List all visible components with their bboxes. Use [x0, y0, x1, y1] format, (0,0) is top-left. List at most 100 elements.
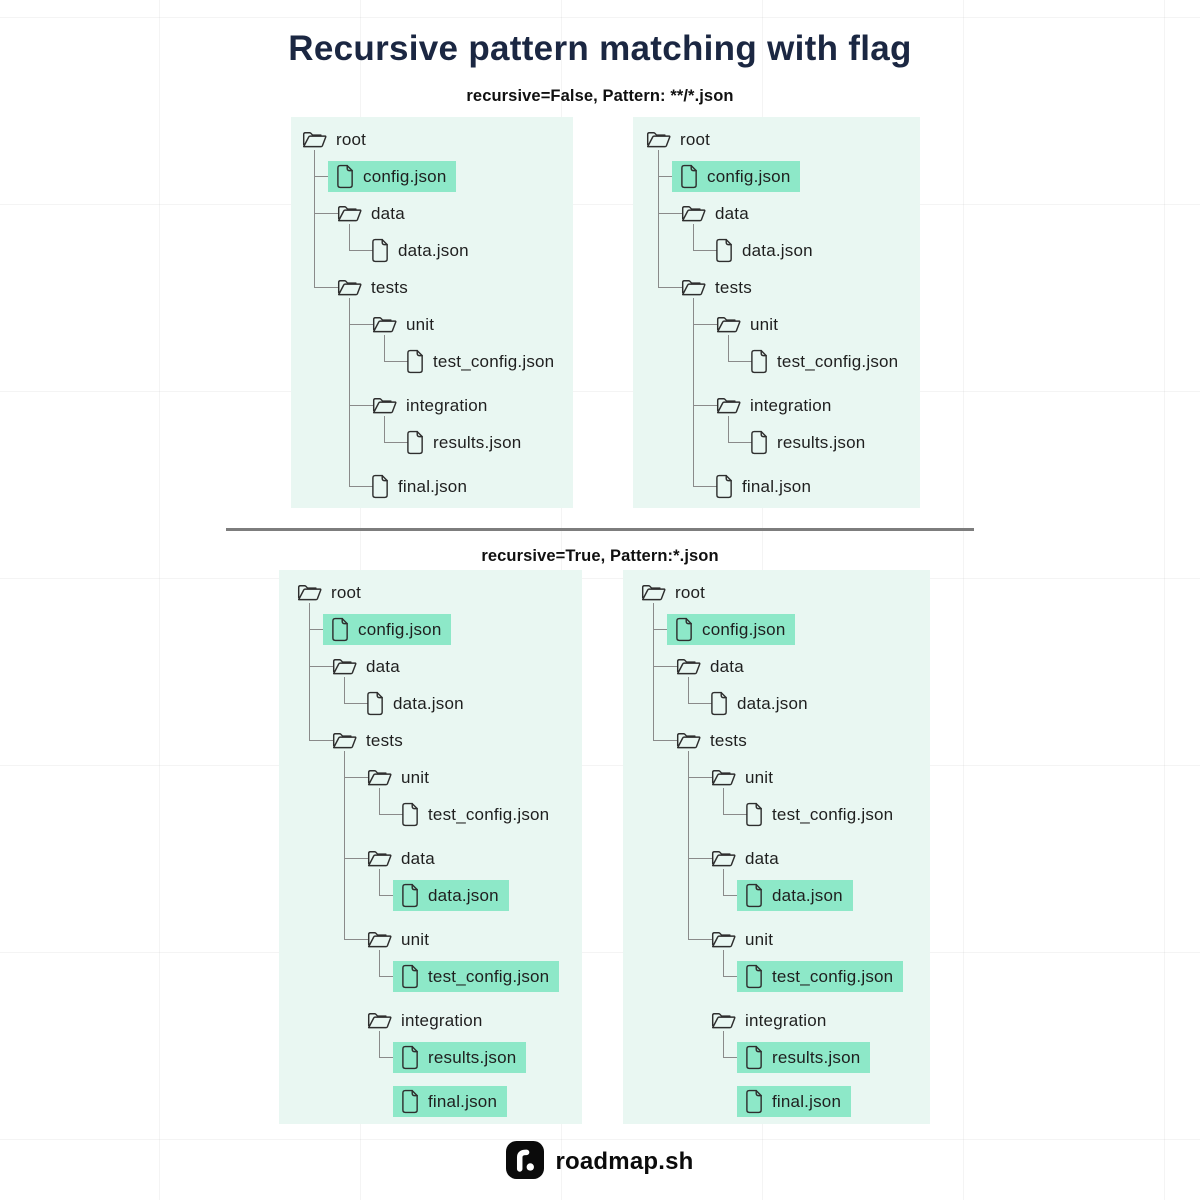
- folder-icon: [715, 314, 742, 335]
- tree-node-label: integration: [745, 1010, 827, 1030]
- tree-node-data: data: [328, 198, 415, 229]
- file-icon: [750, 430, 769, 455]
- footer: roadmap.sh: [0, 1140, 1200, 1182]
- tree-node-final-json: final.json: [707, 471, 821, 502]
- tree-node-unit: unit: [358, 924, 439, 955]
- tree-node-results-json: results.json: [737, 1042, 871, 1073]
- tree-connector-tick: [693, 250, 717, 251]
- folder-icon: [371, 395, 398, 416]
- tree-node-test-config-json: test_config.json: [742, 346, 908, 377]
- tree-node-label: root: [680, 129, 711, 149]
- tree-connector-line: [658, 150, 659, 287]
- tree-connector-line: [693, 298, 694, 486]
- tree-node-label: data: [715, 203, 749, 223]
- tree-node-label: test_config.json: [433, 351, 555, 371]
- tree-node-label: root: [331, 582, 362, 602]
- tree-connector-tick: [309, 740, 333, 741]
- tree-node-root: root: [293, 124, 376, 155]
- tree-node-label: tests: [710, 730, 747, 750]
- tree-connector-tick: [653, 629, 677, 630]
- tree-connector-line: [349, 224, 350, 250]
- tree-connector-tick: [723, 814, 747, 815]
- footer-brand-text: roadmap.sh: [555, 1148, 694, 1175]
- tree-node-test-config-json: test_config.json: [398, 346, 564, 377]
- tree-node-label: root: [675, 582, 706, 602]
- file-icon: [750, 349, 769, 374]
- tree-node-label: results.json: [433, 432, 522, 452]
- tree-connector-tick: [693, 405, 717, 406]
- tree-connector-tick: [349, 250, 373, 251]
- tree-node-tests: tests: [672, 272, 762, 303]
- folder-icon: [366, 1010, 393, 1031]
- tree-connector-tick: [309, 629, 333, 630]
- tree-connector-line: [688, 677, 689, 703]
- tree-node-label: data.json: [428, 885, 499, 905]
- tree-node-label: data.json: [772, 885, 843, 905]
- tree-node-final-json: final.json: [393, 1086, 508, 1117]
- tree-node-label: config.json: [707, 166, 791, 186]
- tree-connector-tick: [384, 442, 408, 443]
- tree-connector-line: [723, 869, 724, 895]
- tree-connector-tick: [723, 1057, 747, 1058]
- tree-node-data-json: data.json: [393, 880, 509, 911]
- folder-icon: [331, 656, 358, 677]
- tree-connector-line: [344, 677, 345, 703]
- file-icon: [406, 349, 425, 374]
- tree-node-label: config.json: [363, 166, 447, 186]
- tree-node-config-json: config.json: [328, 161, 457, 192]
- tree-node-test-config-json: test_config.json: [737, 961, 904, 992]
- tree-connector-tick: [693, 324, 717, 325]
- folder-icon: [336, 203, 363, 224]
- tree-node-tests: tests: [323, 725, 413, 756]
- caption-recursive-false: recursive=False, Pattern: **/*.json: [466, 87, 734, 105]
- tree-connector-tick: [344, 777, 368, 778]
- folder-icon: [710, 848, 737, 869]
- tree-node-data-json: data.json: [702, 688, 818, 719]
- tree-connector-line: [728, 335, 729, 361]
- caption-recursive-true: recursive=True, Pattern:*.json: [481, 547, 719, 565]
- tree-node-label: results.json: [772, 1047, 861, 1067]
- file-icon: [745, 883, 764, 908]
- tree-connector-tick: [688, 858, 712, 859]
- tree-panel-true-right: root config.json data data.json tests unit tes…: [623, 570, 930, 1124]
- tree-connector-line: [723, 1031, 724, 1057]
- tree-node-label: config.json: [358, 619, 442, 639]
- tree-connector-tick: [349, 486, 373, 487]
- tree-node-label: tests: [371, 277, 408, 297]
- tree-node-config-json: config.json: [667, 614, 796, 645]
- tree-node-integration: integration: [702, 1005, 837, 1036]
- tree-node-integration: integration: [707, 390, 842, 421]
- tree-node-unit: unit: [358, 762, 439, 793]
- tree-node-test-config-json: test_config.json: [737, 799, 903, 830]
- file-icon: [401, 1089, 420, 1114]
- tree-connector-tick: [658, 213, 682, 214]
- tree-panel-true-left: root config.json data data.json tests unit tes…: [279, 570, 582, 1124]
- tree-node-label: unit: [745, 929, 774, 949]
- tree-node-label: unit: [401, 767, 430, 787]
- tree-node-results-json: results.json: [398, 427, 531, 458]
- file-icon: [710, 691, 729, 716]
- tree-node-label: data: [366, 656, 400, 676]
- tree-connector-tick: [728, 442, 752, 443]
- tree-node-label: integration: [401, 1010, 483, 1030]
- file-icon: [745, 964, 764, 989]
- page-title: Recursive pattern matching with flag: [288, 29, 912, 68]
- folder-icon: [715, 395, 742, 416]
- tree-connector-tick: [688, 703, 712, 704]
- tree-node-label: final.json: [742, 476, 812, 496]
- tree-node-data: data: [672, 198, 759, 229]
- tree-connector-tick: [693, 486, 717, 487]
- folder-icon: [680, 203, 707, 224]
- tree-connector-line: [723, 788, 724, 814]
- section-divider: [226, 528, 974, 531]
- tree-connector-tick: [314, 213, 338, 214]
- tree-node-label: data: [745, 848, 779, 868]
- tree-connector-line: [379, 950, 380, 976]
- folder-icon: [371, 314, 398, 335]
- tree-connector-tick: [658, 176, 682, 177]
- folder-icon: [331, 730, 358, 751]
- file-icon: [366, 691, 385, 716]
- tree-connector-line: [384, 416, 385, 442]
- tree-node-label: data.json: [398, 240, 469, 260]
- tree-node-data: data: [667, 651, 754, 682]
